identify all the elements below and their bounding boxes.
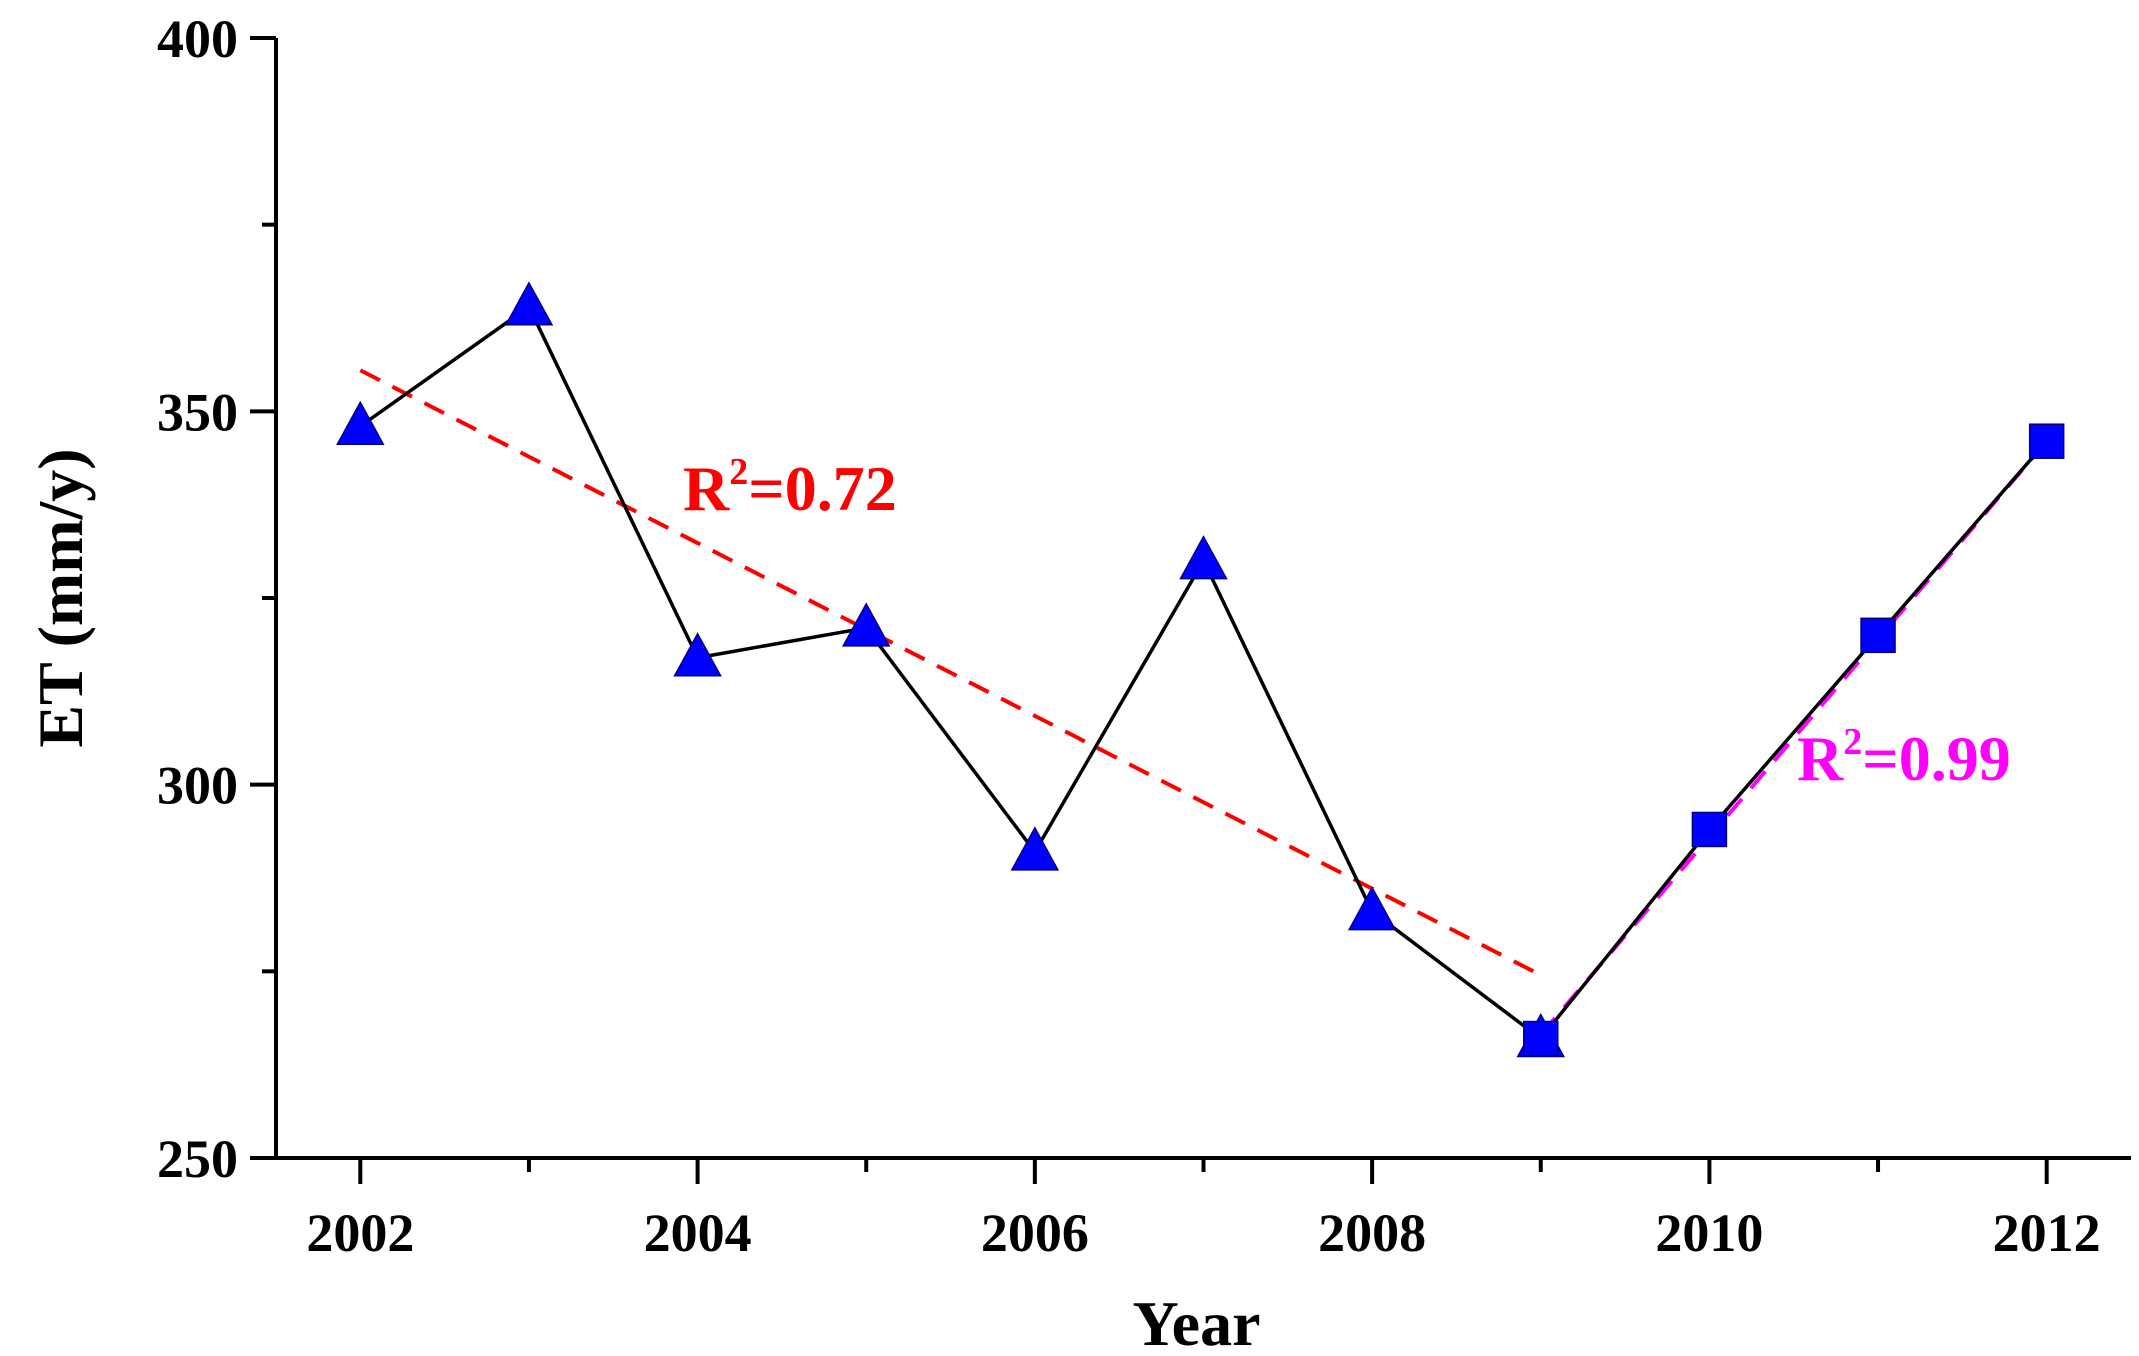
y-tick-label: 300	[157, 756, 238, 816]
trendlines	[359, 368, 2049, 1037]
series-line	[359, 304, 1542, 1040]
r-squared-label: R2=0.72	[683, 451, 897, 524]
triangle-marker	[841, 602, 891, 647]
x-tick-label: 2008	[1318, 1203, 1426, 1263]
x-tick-label: 2012	[1993, 1203, 2101, 1263]
triangle-marker	[1179, 535, 1228, 580]
trendline	[359, 368, 1542, 977]
x-tick-label: 2002	[306, 1203, 414, 1263]
triangle-marker	[673, 632, 722, 677]
r-squared-prefix: R	[1797, 723, 1844, 794]
triangle-marker	[1347, 886, 1397, 931]
axes: 250 300 350 400 2002 2004 2006 2008 2010 2012 Year…	[25, 9, 2131, 1356]
r-squared-value: =0.99	[1862, 723, 2010, 794]
x-tick-label: 2006	[981, 1203, 1089, 1263]
series-line	[1539, 440, 2049, 1040]
triangle-marker	[1010, 826, 1060, 871]
triangle-marker	[336, 400, 385, 446]
r-squared-prefix: R	[683, 453, 730, 524]
square-marker	[1523, 1020, 1559, 1057]
r-squared-value: =0.72	[748, 453, 896, 524]
x-tick-label: 2010	[1655, 1203, 1763, 1263]
y-tick-label: 250	[157, 1129, 238, 1189]
series-lines	[359, 304, 2049, 1040]
r-squared-label: R2=0.99	[1797, 721, 2011, 794]
square-marker	[1691, 811, 1728, 848]
y-axis-title: ET (mm/y)	[25, 448, 96, 747]
x-tick-label: 2004	[644, 1203, 752, 1263]
r-squared-superscript: 2	[729, 451, 748, 493]
triangle-marker	[504, 281, 554, 326]
square-marker	[2028, 423, 2065, 459]
r-squared-superscript: 2	[1843, 721, 1862, 763]
y-tick-label: 350	[157, 382, 238, 442]
series-markers	[336, 281, 2065, 1058]
square-marker	[1860, 617, 1896, 654]
y-tick-label: 400	[157, 9, 238, 69]
x-axis-title: Year	[1133, 1288, 1261, 1356]
